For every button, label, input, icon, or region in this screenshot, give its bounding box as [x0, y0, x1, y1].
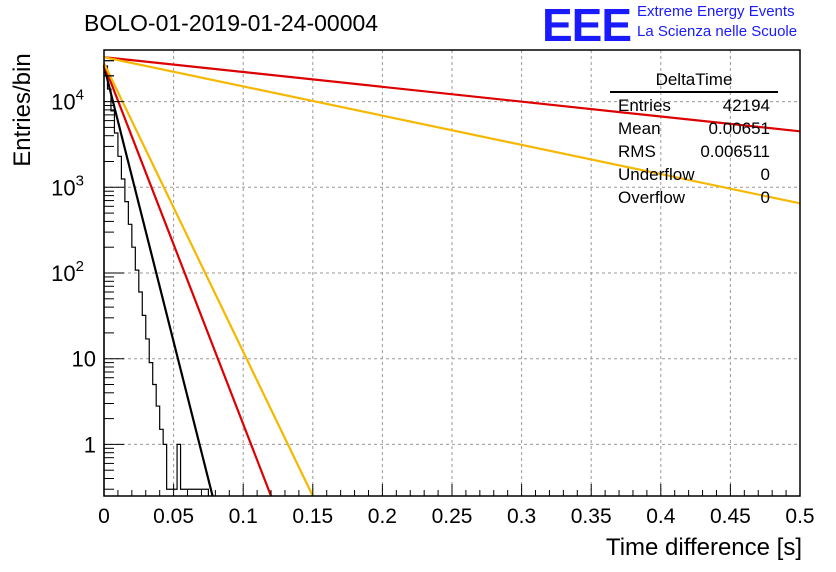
stats-label: RMS: [618, 142, 656, 161]
x-axis-label: Time difference [s]: [605, 534, 802, 561]
stats-row: Underflow 0: [610, 163, 778, 186]
x-tick-label: 0.2: [368, 505, 397, 528]
y-tick-label: 104: [51, 87, 84, 115]
fit-curves: [102, 56, 801, 497]
histogram-bins: [103, 65, 209, 496]
series-line: [102, 64, 273, 497]
stats-label: Underflow: [618, 165, 695, 184]
y-tick-label: 1: [84, 432, 96, 457]
stats-row: Overflow 0: [610, 186, 778, 209]
stats-row: RMS 0.006511: [610, 140, 778, 163]
x-tick-label: 0.45: [710, 505, 751, 528]
stats-row: Mean 0.00651: [610, 117, 778, 140]
stats-label: Mean: [618, 119, 661, 138]
stats-value: 0: [760, 188, 770, 207]
stats-value: 42194: [722, 96, 770, 115]
x-tick-label: 0.05: [153, 505, 194, 528]
histogram-layer: [103, 65, 209, 496]
series-line: [102, 65, 214, 497]
eee-logo: EEE: [542, 0, 632, 51]
tick-labels: 0 0.05 0.1 0.15 0.2 0.25 0.3 0.35 0.4 0.45 0.5 1 10 1…: [51, 87, 814, 528]
x-tick-label: 0: [98, 505, 110, 528]
x-tick-label: 0.15: [292, 505, 333, 528]
stats-label: Entries: [618, 96, 671, 115]
series-line: [103, 56, 801, 133]
x-tick-label: 0.25: [432, 505, 473, 528]
stats-row: Entries 42194: [610, 94, 778, 117]
y-tick-label: 102: [51, 258, 84, 286]
stats-title: DeltaTime: [610, 70, 778, 93]
axis-ticks: [103, 49, 801, 496]
stats-value: 0.006511: [700, 142, 770, 161]
x-tick-label: 0.35: [571, 505, 612, 528]
stats-value: 0: [760, 165, 770, 184]
x-tick-label: 0.5: [785, 505, 814, 528]
series-line: [103, 56, 801, 205]
stats-box: DeltaTime Entries 42194 Mean 0.00651 RMS…: [610, 70, 778, 209]
x-tick-label: 0.3: [507, 505, 536, 528]
x-tick-label: 0.1: [229, 505, 258, 528]
logo-subtitle-2: La Scienza nelle Scuole: [637, 23, 798, 40]
stats-label: Overflow: [618, 188, 686, 207]
series-line: [103, 62, 314, 497]
logo-subtitle-1: Extreme Energy Events: [637, 3, 795, 20]
x-tick-label: 0.4: [646, 505, 676, 528]
y-tick-label: 103: [51, 172, 84, 200]
y-tick-label: 10: [72, 347, 96, 372]
plot-title: BOLO-01-2019-01-24-00004: [84, 10, 379, 36]
stats-value: 0.00651: [708, 119, 770, 138]
y-axis-label: Entries/bin: [9, 53, 36, 167]
